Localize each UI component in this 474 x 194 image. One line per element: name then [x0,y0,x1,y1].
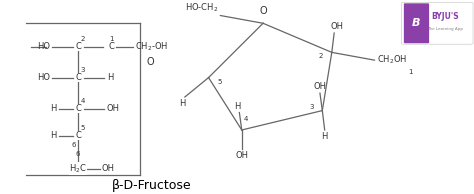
Text: 5: 5 [217,80,221,85]
Text: 1: 1 [109,36,114,42]
Text: H$_2$C: H$_2$C [69,163,87,175]
Text: 5: 5 [81,125,85,131]
Text: H: H [234,102,240,111]
Text: C: C [75,104,81,113]
Text: 6: 6 [76,151,81,157]
Text: OH: OH [102,164,115,173]
Text: 4: 4 [244,116,248,122]
Text: CH$_2$OH: CH$_2$OH [377,54,407,66]
Text: HO-CH$_2$: HO-CH$_2$ [185,1,218,14]
Text: O: O [147,57,155,67]
FancyBboxPatch shape [401,2,473,44]
Text: C: C [109,42,114,51]
Text: OH: OH [235,151,248,160]
Text: 1: 1 [408,69,412,75]
Text: H: H [107,73,113,82]
Text: 3: 3 [310,104,314,110]
Text: HO: HO [37,73,50,82]
Text: HO: HO [37,42,50,51]
Text: 4: 4 [81,98,85,104]
Text: OH: OH [330,22,343,31]
Text: H: H [51,104,57,113]
Text: B: B [412,18,421,28]
Text: OH: OH [313,82,327,91]
Text: 2: 2 [81,36,85,42]
FancyBboxPatch shape [404,3,429,43]
Text: The Learning App: The Learning App [427,27,463,31]
Text: β-D-Fructose: β-D-Fructose [112,179,191,192]
Text: 2: 2 [319,53,323,59]
Text: BYJU'S: BYJU'S [431,12,459,21]
Text: H: H [179,99,186,108]
Text: H: H [51,131,57,140]
Text: OH: OH [107,104,119,113]
Text: 6: 6 [71,142,76,148]
Text: CH$_2$-OH: CH$_2$-OH [135,40,168,53]
Text: O: O [259,5,267,16]
Text: H: H [321,132,328,141]
Text: C: C [75,42,81,51]
Text: C: C [75,73,81,82]
Text: 3: 3 [81,67,85,73]
Text: C: C [75,131,81,140]
